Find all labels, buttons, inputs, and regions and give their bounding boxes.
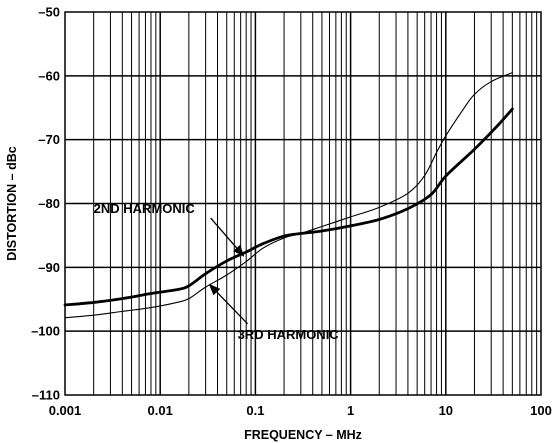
y-tick-label: –60	[38, 68, 60, 83]
series-line-2nd-harmonic	[63, 107, 514, 307]
y-tick-label: –80	[38, 196, 60, 211]
x-tick-label: 100	[530, 403, 552, 418]
x-tick-label: 10	[439, 403, 453, 418]
x-tick-label: 0.01	[148, 403, 173, 418]
x-axis-title: FREQUENCY – MHz	[244, 428, 362, 442]
plot-frame	[64, 11, 542, 396]
annotation-arrow	[208, 283, 249, 325]
series-group	[63, 72, 514, 319]
x-tick-label: 1	[347, 403, 354, 418]
annotation-arrow	[210, 217, 245, 257]
annotations: 2ND HARMONIC 3RD HARMONIC	[94, 201, 340, 342]
y-axis-title: DISTORTION – dBc	[5, 146, 19, 260]
y-tick-label: –90	[38, 260, 60, 275]
annotation-label: 3RD HARMONIC	[238, 327, 340, 342]
y-tick-label: –100	[31, 324, 60, 339]
x-tick-label: 0.001	[49, 403, 82, 418]
y-tick-label: –70	[38, 132, 60, 147]
y-tick-label: –50	[38, 5, 60, 20]
x-tick-label: 0.1	[246, 403, 264, 418]
tick-labels: 0.001 0.01 0.1 1 10 100 –110 –100 –90 –80 –70 –60 –5…	[31, 5, 552, 419]
series-line-3rd-harmonic	[64, 72, 513, 319]
annotation-label: 2ND HARMONIC	[94, 201, 196, 216]
y-tick-label: –110	[32, 388, 60, 403]
grid	[65, 12, 541, 395]
